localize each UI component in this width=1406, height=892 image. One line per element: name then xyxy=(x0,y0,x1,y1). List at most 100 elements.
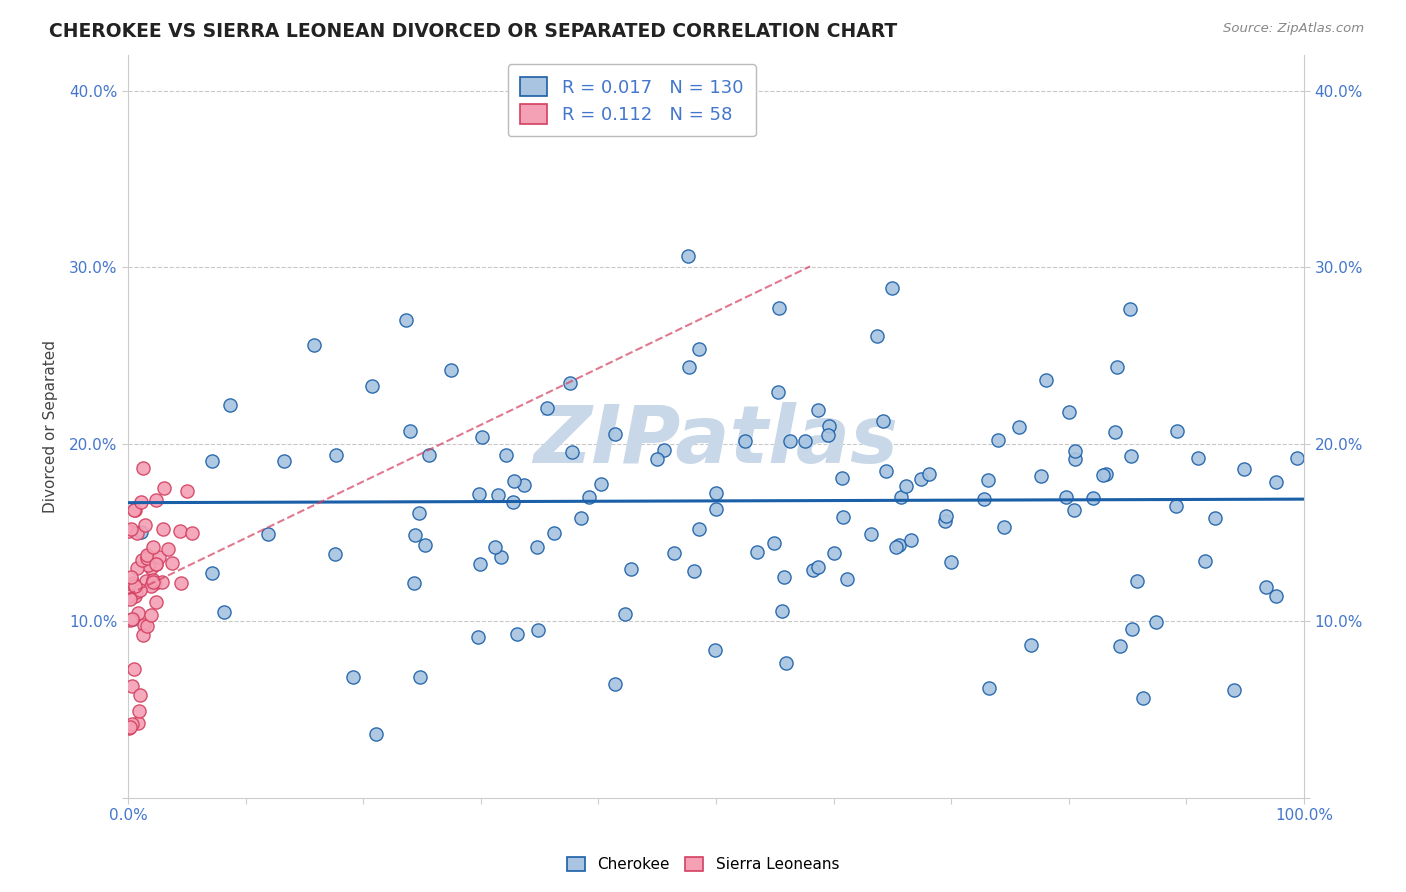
Point xyxy=(1222,683,1244,698)
Point xyxy=(1265,589,1288,603)
Point xyxy=(560,376,582,390)
Point xyxy=(526,540,548,554)
Point xyxy=(918,467,941,481)
Point xyxy=(120,613,142,627)
Point xyxy=(1029,469,1052,483)
Point xyxy=(121,612,143,626)
Point xyxy=(170,576,193,591)
Point xyxy=(896,479,918,493)
Point xyxy=(543,526,565,541)
Point xyxy=(683,564,706,578)
Point xyxy=(145,493,167,508)
Point xyxy=(145,557,167,571)
Point xyxy=(502,494,524,508)
Point xyxy=(124,579,146,593)
Point xyxy=(890,490,912,504)
Point xyxy=(302,337,325,351)
Point xyxy=(468,487,491,501)
Point xyxy=(835,572,858,586)
Point xyxy=(1008,420,1031,434)
Point xyxy=(118,589,141,603)
Point xyxy=(678,359,700,374)
Point xyxy=(934,514,956,528)
Point xyxy=(129,495,152,509)
Point xyxy=(1119,301,1142,316)
Point xyxy=(652,443,675,458)
Text: CHEROKEE VS SIERRA LEONEAN DIVORCED OR SEPARATED CORRELATION CHART: CHEROKEE VS SIERRA LEONEAN DIVORCED OR S… xyxy=(49,22,897,41)
Point xyxy=(935,509,957,524)
Point xyxy=(801,563,824,577)
Point xyxy=(131,553,153,567)
Point xyxy=(859,527,882,541)
Point xyxy=(128,704,150,718)
Point xyxy=(129,583,152,598)
Point xyxy=(139,607,162,622)
Point xyxy=(127,606,149,620)
Point xyxy=(1064,451,1087,466)
Point xyxy=(488,488,510,502)
Legend: Cherokee, Sierra Leoneans: Cherokee, Sierra Leoneans xyxy=(560,849,846,880)
Point xyxy=(880,281,903,295)
Point xyxy=(1092,467,1115,482)
Point xyxy=(135,574,157,589)
Point xyxy=(124,589,146,603)
Point xyxy=(704,486,727,500)
Point xyxy=(1285,450,1308,465)
Point xyxy=(1166,499,1188,513)
Point xyxy=(768,301,790,315)
Point xyxy=(118,591,141,606)
Point xyxy=(794,434,817,448)
Point xyxy=(770,604,793,618)
Point xyxy=(1108,640,1130,654)
Point xyxy=(152,522,174,536)
Point xyxy=(409,670,432,684)
Point xyxy=(872,414,894,428)
Point xyxy=(122,611,145,625)
Point xyxy=(603,677,626,691)
Point xyxy=(993,520,1015,534)
Point xyxy=(1187,450,1209,465)
Point xyxy=(495,448,517,462)
Point xyxy=(1126,574,1149,588)
Point xyxy=(408,506,430,520)
Y-axis label: Divorced or Separated: Divorced or Separated xyxy=(44,340,58,513)
Point xyxy=(817,428,839,442)
Point xyxy=(527,624,550,638)
Point xyxy=(201,566,224,581)
Point xyxy=(569,511,592,525)
Point xyxy=(366,727,388,741)
Point xyxy=(325,449,347,463)
Point xyxy=(131,628,153,642)
Point xyxy=(180,526,202,541)
Point xyxy=(1119,449,1142,463)
Point xyxy=(150,575,173,590)
Point xyxy=(747,545,769,559)
Point xyxy=(1233,462,1256,476)
Point xyxy=(823,546,845,560)
Point xyxy=(418,448,440,462)
Point xyxy=(1166,424,1188,438)
Point xyxy=(153,481,176,495)
Point xyxy=(603,427,626,442)
Point xyxy=(127,561,149,575)
Point xyxy=(143,576,166,591)
Point xyxy=(678,249,700,263)
Point xyxy=(131,460,153,475)
Point xyxy=(817,419,839,434)
Point xyxy=(645,451,668,466)
Point xyxy=(467,631,489,645)
Point xyxy=(875,464,897,478)
Point xyxy=(977,681,1000,695)
Point xyxy=(176,483,198,498)
Point xyxy=(502,474,524,488)
Point xyxy=(561,445,583,459)
Point xyxy=(1063,503,1085,517)
Point xyxy=(1064,443,1087,458)
Point xyxy=(127,715,149,730)
Point xyxy=(1057,405,1080,419)
Point xyxy=(142,540,165,554)
Point xyxy=(1265,475,1288,490)
Point xyxy=(866,328,889,343)
Point xyxy=(404,576,426,591)
Point xyxy=(513,477,536,491)
